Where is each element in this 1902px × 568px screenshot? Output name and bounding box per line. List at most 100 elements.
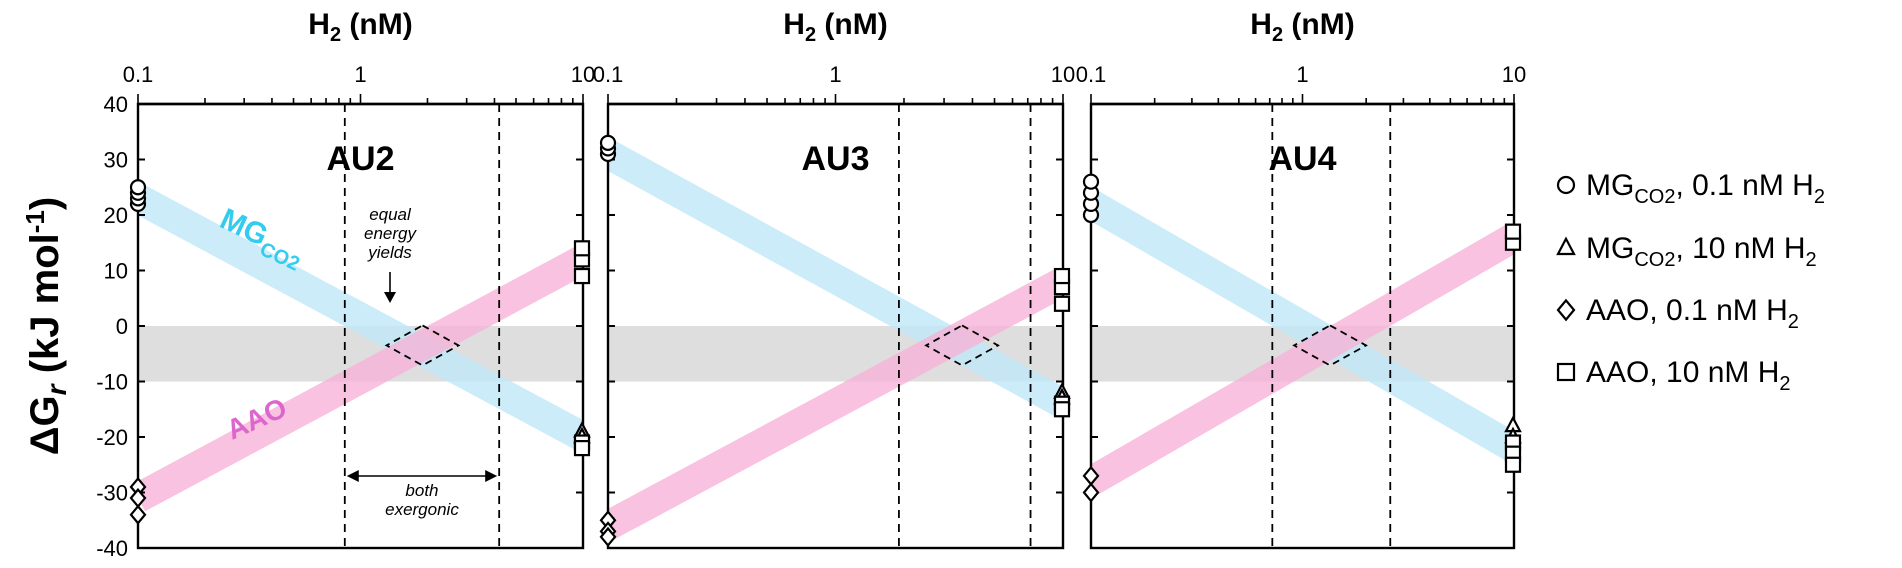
x-axis-title: H2 (nM)	[1250, 8, 1354, 46]
y-tick-label: -10	[96, 370, 128, 395]
text-span: -1	[20, 210, 50, 233]
text-span: 2	[1272, 24, 1283, 46]
y-tick-label: 0	[116, 314, 128, 339]
y-tick-label: 30	[104, 148, 128, 173]
legend-label: AAO, 10 nM H2	[1586, 356, 1791, 395]
triangle-legend-marker	[1556, 236, 1576, 256]
arrowhead-right	[485, 470, 498, 482]
text-span: H	[1250, 8, 1272, 41]
text-span: )	[23, 197, 67, 210]
text-span: (nM)	[816, 8, 888, 41]
plot-area	[1091, 190, 1514, 495]
panel-au4: 0.1 1 10 H2 (nM) AU4	[1076, 8, 1526, 550]
diamond-marker	[1082, 482, 1100, 503]
text-span: CO2	[1634, 186, 1675, 208]
text-span: 2	[1814, 186, 1825, 208]
square-marker	[1053, 401, 1071, 418]
equal-yield-diamond	[384, 324, 461, 367]
square-marker	[573, 240, 591, 257]
text-span: 2	[805, 24, 816, 46]
annotation-both: exergonic	[385, 500, 459, 519]
text-span: , 0.1 nM H	[1675, 169, 1813, 202]
square-marker	[1053, 267, 1071, 285]
text-span: , 0.1 nM H	[1649, 294, 1787, 327]
text-span: 2	[330, 24, 341, 46]
equal-yield-diamond	[924, 324, 1000, 367]
x-tick-label: 0.1	[1076, 62, 1107, 87]
text-span: CO2	[1634, 249, 1675, 271]
legend-label: MGCO2, 0.1 nM H2	[1586, 169, 1825, 208]
annotation-equal: energy	[364, 224, 417, 243]
diamond-legend-marker	[1556, 298, 1576, 322]
text-span: (nM)	[341, 8, 413, 41]
x-tick-label: 1	[1296, 62, 1308, 87]
square-marker	[573, 440, 591, 457]
circle-marker	[599, 134, 617, 151]
x-axis-title: H2 (nM)	[783, 8, 887, 46]
text-span: AAO	[1586, 356, 1649, 389]
square-marker	[1053, 295, 1071, 312]
text-span: ΔG	[23, 395, 67, 455]
text-span: , 10 nM H	[1649, 356, 1779, 389]
panel-title: AU2	[326, 140, 394, 178]
series-band-aao	[138, 246, 583, 512]
y-tick-label: -20	[96, 425, 128, 450]
legend-label: MGCO2, 10 nM H2	[1586, 232, 1817, 271]
text-span: 2	[1788, 311, 1799, 333]
equal-yield-diamond	[1292, 324, 1368, 367]
y-tick-label: 10	[104, 259, 128, 284]
text-span: (kJ mol	[23, 233, 67, 384]
text-span: 2	[1779, 373, 1790, 395]
square-marker	[1504, 456, 1522, 473]
x-tick-label: 10	[1502, 62, 1526, 87]
circle-legend-marker	[1556, 175, 1576, 195]
plot-area	[608, 140, 1063, 540]
x-tick-label: 1	[829, 62, 841, 87]
square-legend-marker	[1556, 362, 1576, 382]
circle-marker	[129, 179, 147, 196]
y-tick-label: 20	[104, 203, 128, 228]
plot-area	[138, 185, 583, 512]
series-band-aao	[1091, 224, 1514, 495]
annotation-equal: equal	[369, 205, 412, 224]
arrowhead-equal	[384, 292, 396, 303]
y-tick-label: -40	[96, 536, 128, 561]
y-tick-label: 40	[104, 92, 128, 117]
x-tick-label: 10	[571, 62, 595, 87]
diamond-marker	[599, 526, 617, 548]
diamond-marker	[129, 504, 147, 525]
legend-label: AAO, 0.1 nM H2	[1586, 294, 1799, 333]
text-span: r	[41, 382, 72, 395]
x-tick-label: 1	[354, 62, 366, 87]
circle-marker	[1082, 173, 1100, 190]
text-span: H	[783, 8, 805, 41]
annotation-both: both	[405, 481, 438, 500]
series-band-mg	[1091, 190, 1514, 462]
x-tick-label: 0.1	[593, 62, 624, 87]
text-span: MG	[1586, 169, 1634, 202]
series-band-mg	[608, 140, 1063, 417]
y-axis-title: ΔGr (kJ mol-1)	[20, 197, 72, 455]
series-band-mg	[138, 185, 583, 451]
text-span: 2	[1806, 249, 1817, 271]
x-tick-label: 0.1	[123, 62, 154, 87]
panel-title: AU3	[801, 140, 869, 178]
square-marker	[573, 267, 591, 285]
legend-item: AAO, 0.1 nM H2	[1556, 294, 1799, 333]
text-span: AAO	[1586, 294, 1649, 327]
square-marker	[1504, 223, 1522, 240]
legend-item: AAO, 10 nM H2	[1556, 356, 1791, 395]
panel-au3: 0.1 1 10 H2 (nM) AU3	[593, 8, 1075, 550]
panel-title: AU4	[1268, 140, 1336, 178]
arrowhead-left	[346, 470, 359, 482]
legend-item: MGCO2, 10 nM H2	[1556, 232, 1817, 271]
text-span: (nM)	[1283, 8, 1355, 41]
text-span: , 10 nM H	[1675, 232, 1805, 265]
x-axis-title: H2 (nM)	[308, 8, 412, 46]
annotation-equal: yields	[367, 243, 412, 262]
series-band-aao	[608, 268, 1063, 540]
